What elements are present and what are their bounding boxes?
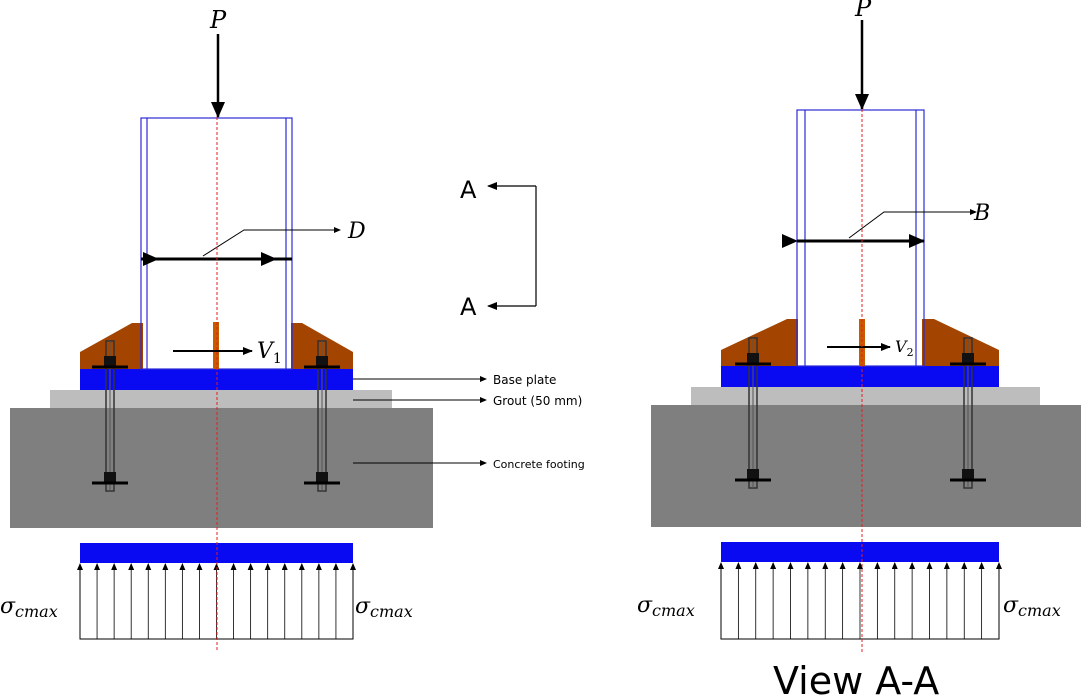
right-concrete-footing <box>651 405 1081 527</box>
grout-label: Grout (50 mm) <box>493 394 582 408</box>
left-gusset-left <box>80 323 143 369</box>
right-anchor-bolt-right <box>950 337 986 489</box>
left-shear-label: V1 <box>257 339 282 367</box>
right-bearing-pressure-arrows <box>718 562 1002 640</box>
left-anchor-bolt-left <box>92 340 128 492</box>
right-grout-layer <box>691 387 1040 405</box>
section-marker: A A <box>460 176 537 321</box>
section-marker-bottom-label: A <box>460 293 477 321</box>
concrete-footing-label: Concrete footing <box>493 458 585 471</box>
right-section-view: P B V2 σcmax σcmax View A-A <box>637 0 1081 698</box>
left-load-label: P <box>209 6 227 34</box>
left-concrete-footing <box>10 408 433 528</box>
base-plate-label: Base plate <box>493 373 556 387</box>
section-marker-top-label: A <box>460 176 477 204</box>
right-gusset-right <box>922 319 999 366</box>
right-gusset-left <box>721 319 798 366</box>
right-dimension-label: B <box>973 201 990 226</box>
left-shear-key <box>213 322 219 369</box>
view-caption: View A-A <box>773 659 939 698</box>
right-shear-key <box>859 319 865 366</box>
left-dimension-callout <box>202 227 341 257</box>
left-grout-layer <box>50 390 392 408</box>
right-pressure-plate <box>721 542 999 562</box>
left-stress-label-right: σcmax <box>355 594 413 621</box>
right-dimension-callout <box>848 209 977 239</box>
left-stress-label-left: σcmax <box>0 594 58 621</box>
left-anchor-bolt-right <box>304 340 340 492</box>
right-shear-label: V2 <box>895 337 914 359</box>
right-stress-label-right: σcmax <box>1003 593 1061 620</box>
right-base-plate <box>721 366 999 387</box>
right-stress-label-left: σcmax <box>637 593 695 620</box>
right-load-label: P <box>854 0 872 22</box>
right-anchor-bolt-left <box>735 337 771 489</box>
left-elevation-view: P D V1 Base plate Grout (50 mm) Concrete… <box>0 6 585 652</box>
left-dimension-label: D <box>347 219 366 244</box>
